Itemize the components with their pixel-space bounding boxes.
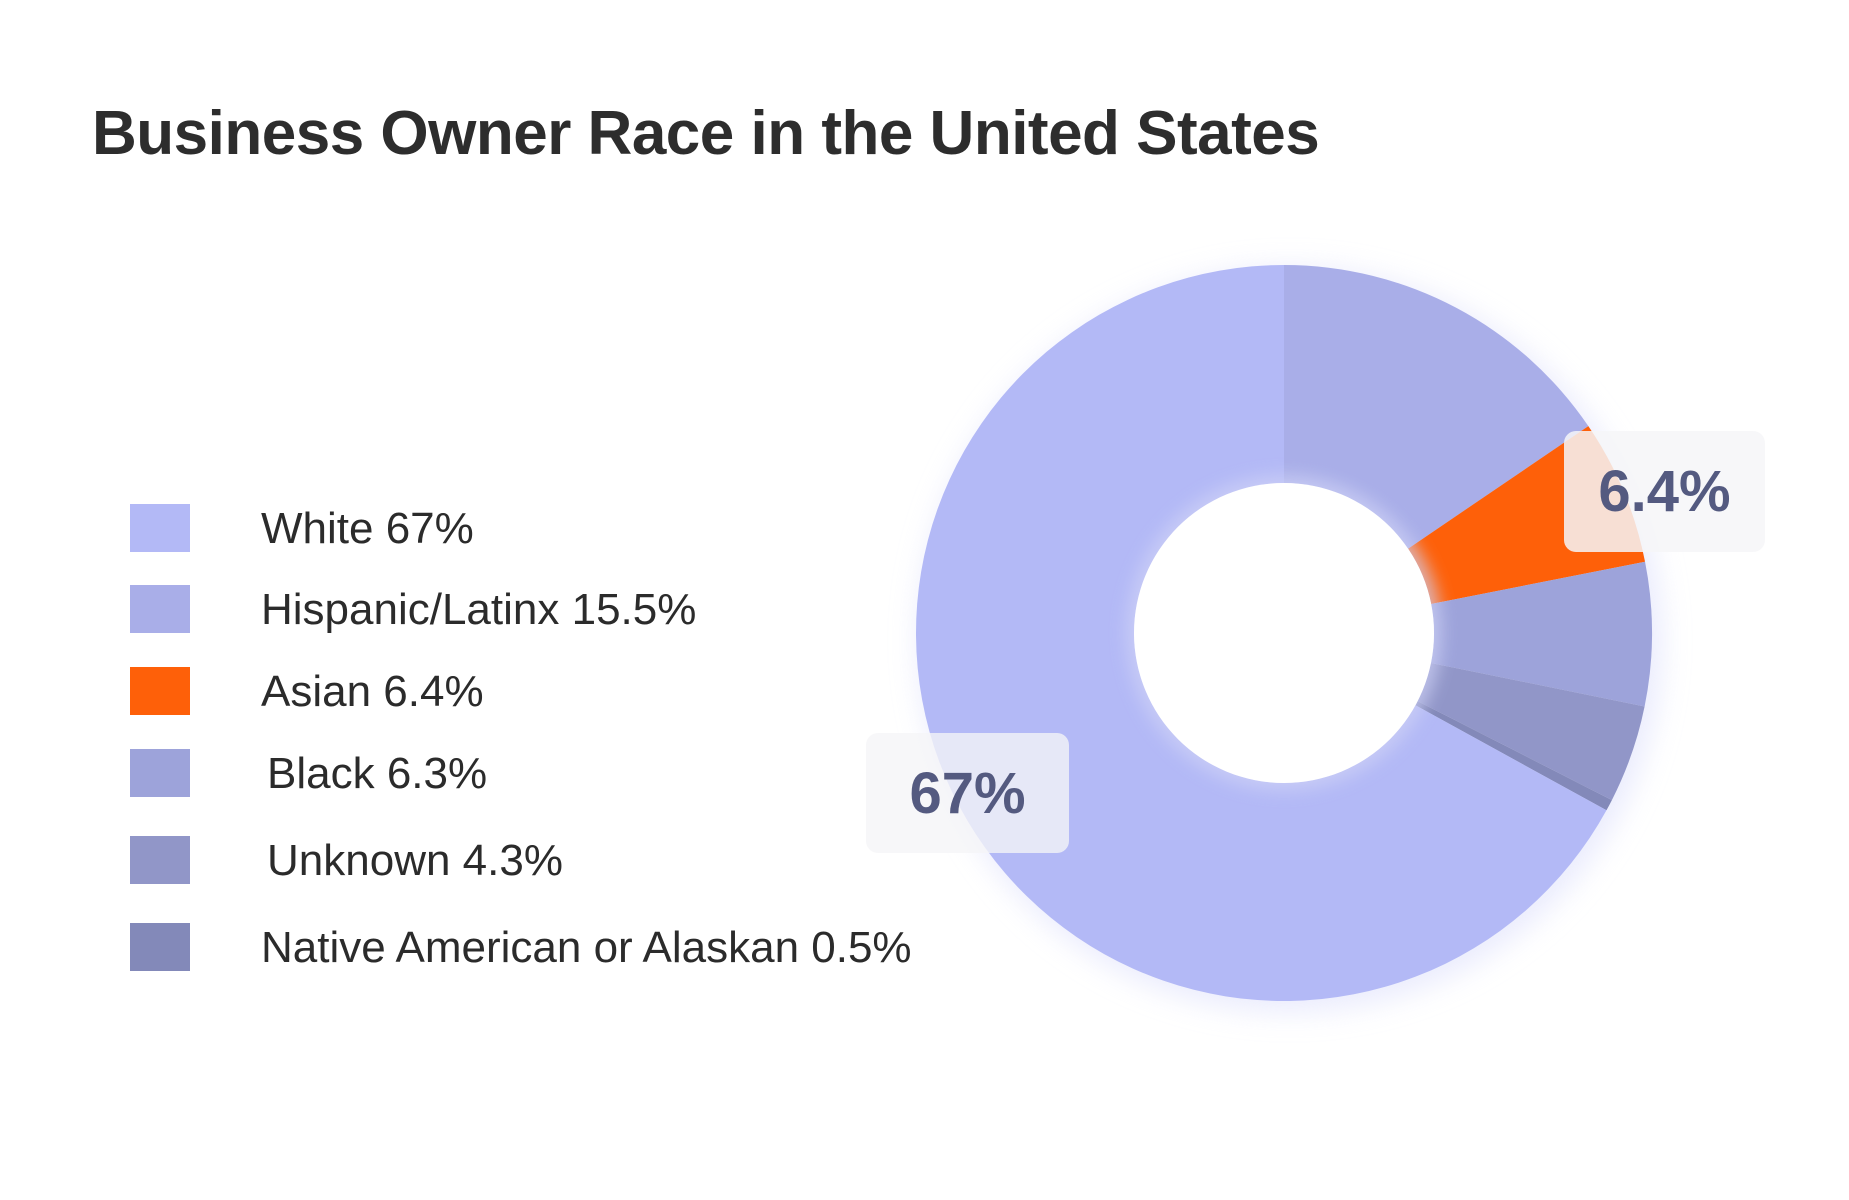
legend-label-black: Black 6.3% <box>267 749 488 798</box>
slice-hispanic <box>1284 265 1589 549</box>
legend-swatch-asian <box>130 667 190 715</box>
callout-white: 67% <box>866 733 1069 853</box>
legend-label-white: White 67% <box>261 504 474 553</box>
legend-swatch-hispanic <box>130 585 190 633</box>
legend-label-asian: Asian 6.4% <box>261 667 484 716</box>
slice-native <box>1415 701 1612 811</box>
legend-label-unknown: Unknown 4.3% <box>267 836 563 885</box>
legend-swatch-black <box>130 749 190 797</box>
chart-title: Business Owner Race in the United States <box>92 99 1320 168</box>
donut-slices <box>916 265 1653 1001</box>
legend-label-hispanic: Hispanic/Latinx 15.5% <box>261 585 697 634</box>
legend-swatch-unknown <box>130 836 190 884</box>
donut-hole <box>1134 483 1434 783</box>
legend-label-native: Native American or Alaskan 0.5% <box>261 923 912 972</box>
legend-swatch-white <box>130 504 190 552</box>
legend-swatch-native <box>130 923 190 971</box>
slice-unknown <box>1417 662 1645 801</box>
callout-asian: 6.4% <box>1564 431 1765 552</box>
slice-black <box>1430 561 1653 707</box>
slice-white <box>916 265 1607 1001</box>
